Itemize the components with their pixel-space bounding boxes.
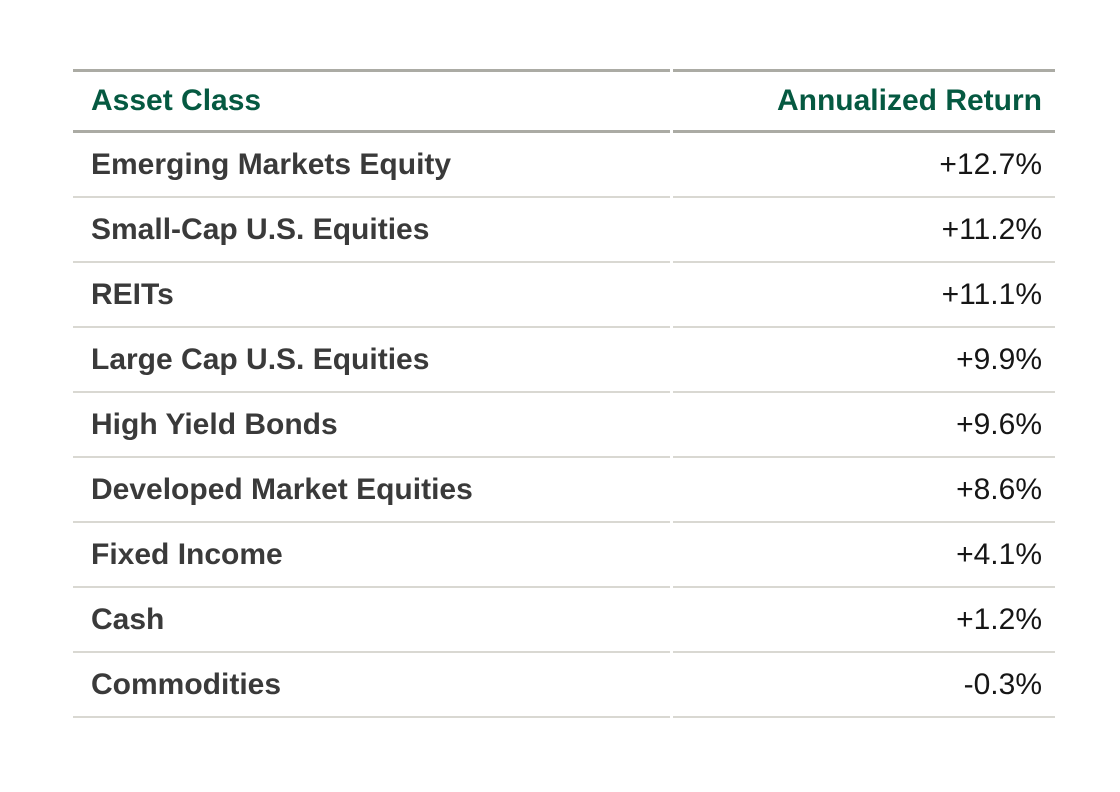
asset-name-cell: Large Cap U.S. Equities [73,328,671,393]
table-row: Fixed Income +4.1% [73,523,1055,588]
table-body: Emerging Markets Equity +12.7% Small-Cap… [73,133,1055,718]
table-row: Small-Cap U.S. Equities +11.2% [73,198,1055,263]
asset-name-cell: REITs [73,263,671,328]
table-row: High Yield Bonds +9.6% [73,393,1055,458]
asset-name-cell: Small-Cap U.S. Equities [73,198,671,263]
table-row: Cash +1.2% [73,588,1055,653]
return-value-cell: -0.3% [673,653,1055,718]
table-row: Large Cap U.S. Equities +9.9% [73,328,1055,393]
asset-name-cell: Fixed Income [73,523,671,588]
return-value-cell: +8.6% [673,458,1055,523]
return-value-cell: +9.6% [673,393,1055,458]
return-value-cell: +1.2% [673,588,1055,653]
table-row: Developed Market Equities +8.6% [73,458,1055,523]
table-header: Asset Class Annualized Return [73,69,1055,133]
asset-returns-table-container: Asset Class Annualized Return Emerging M… [70,69,1058,718]
asset-name-cell: Commodities [73,653,671,718]
asset-class-column-header: Asset Class [73,69,671,133]
table-row: Emerging Markets Equity +12.7% [73,133,1055,198]
return-value-cell: +11.1% [673,263,1055,328]
asset-name-cell: High Yield Bonds [73,393,671,458]
asset-returns-table: Asset Class Annualized Return Emerging M… [70,69,1058,718]
asset-name-cell: Cash [73,588,671,653]
table-row: REITs +11.1% [73,263,1055,328]
header-row: Asset Class Annualized Return [73,69,1055,133]
return-value-cell: +12.7% [673,133,1055,198]
asset-name-cell: Emerging Markets Equity [73,133,671,198]
return-value-cell: +9.9% [673,328,1055,393]
return-value-cell: +11.2% [673,198,1055,263]
return-value-cell: +4.1% [673,523,1055,588]
annualized-return-column-header: Annualized Return [673,69,1055,133]
asset-name-cell: Developed Market Equities [73,458,671,523]
table-row: Commodities -0.3% [73,653,1055,718]
